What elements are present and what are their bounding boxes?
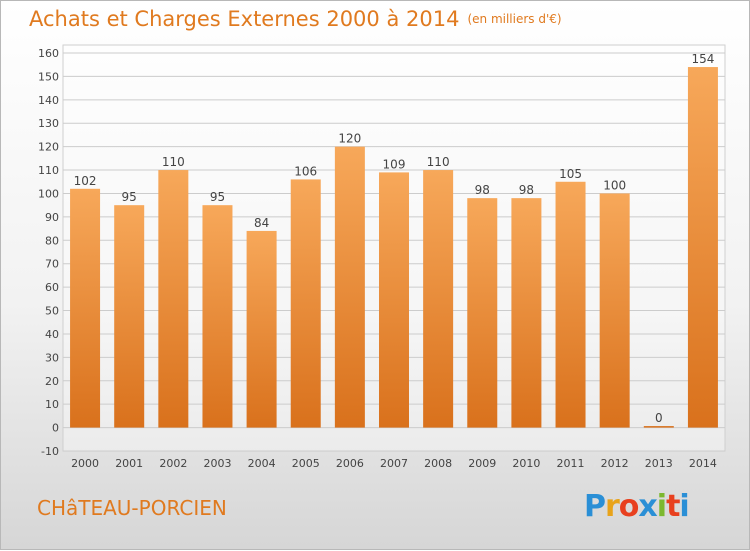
- y-tick-label: 10: [45, 398, 59, 411]
- y-tick-label: 160: [38, 47, 59, 60]
- y-tick-label: 60: [45, 281, 59, 294]
- y-tick-label: 20: [45, 375, 59, 388]
- y-tick-label: 30: [45, 351, 59, 364]
- x-tick-label: 2003: [203, 457, 231, 470]
- logo-letter: P: [584, 489, 606, 524]
- data-label: 98: [519, 183, 534, 197]
- data-label: 98: [475, 183, 490, 197]
- bar: [114, 205, 145, 428]
- logo-letter: o: [618, 489, 640, 524]
- y-tick-label: 110: [38, 164, 59, 177]
- y-tick-label: 150: [38, 70, 59, 83]
- y-tick-label: 100: [38, 187, 59, 200]
- x-tick-label: 2005: [292, 457, 320, 470]
- x-tick-label: 2002: [159, 457, 187, 470]
- data-label: 110: [162, 155, 185, 169]
- x-tick-label: 2004: [248, 457, 276, 470]
- data-label: 102: [74, 174, 97, 188]
- y-tick-label: 70: [45, 258, 59, 271]
- data-label: 100: [603, 178, 626, 192]
- x-tick-label: 2008: [424, 457, 452, 470]
- logo-letter: t: [666, 489, 680, 524]
- chart-title-text: Achats et Charges Externes 2000 à 2014: [29, 7, 460, 31]
- logo-letter: i: [679, 489, 689, 524]
- y-tick-label: 80: [45, 234, 59, 247]
- data-label: 120: [338, 132, 361, 146]
- bar: [643, 426, 674, 428]
- data-label: 95: [122, 190, 137, 204]
- y-tick-label: 120: [38, 141, 59, 154]
- bar: [511, 198, 542, 428]
- data-label: 105: [559, 167, 582, 181]
- bar: [687, 67, 718, 428]
- logo-letter: i: [656, 489, 667, 524]
- y-tick-label: 90: [45, 211, 59, 224]
- bars: [70, 67, 718, 428]
- data-labels: 102 95 110 95 84 106 120 109 110 98 98 105 100 0 154: [74, 52, 715, 425]
- y-tick-label: 140: [38, 94, 59, 107]
- data-label: 154: [691, 52, 714, 66]
- data-label: 110: [427, 155, 450, 169]
- x-tick-label: 2014: [689, 457, 717, 470]
- data-label: 84: [254, 216, 269, 230]
- x-tick-label: 2011: [557, 457, 585, 470]
- y-tick-label: 0: [52, 422, 59, 435]
- bar: [70, 188, 101, 428]
- chart-subtitle: (en milliers d'€): [467, 12, 562, 26]
- x-tick-label: 2013: [645, 457, 673, 470]
- x-tick-label: 2012: [601, 457, 629, 470]
- data-label: 0: [655, 411, 663, 425]
- bar: [158, 170, 189, 428]
- bar: [290, 179, 321, 428]
- y-tick-label: 50: [45, 305, 59, 318]
- proxiti-logo: Proxiti: [584, 489, 690, 524]
- x-tick-label: 2007: [380, 457, 408, 470]
- bar: [555, 181, 586, 428]
- bar: [379, 172, 409, 428]
- x-axis: 2000 2001 2002 2003 2004 2005 2006 2007 2008 2009…: [71, 457, 717, 470]
- city-name: CHâTEAU-PORCIEN: [37, 496, 227, 520]
- y-axis: -10 0 10 20 30 40 50 60 70 80 90 100 110 120 130 140 150…: [38, 47, 59, 458]
- x-tick-label: 2010: [512, 457, 540, 470]
- logo-letter: x: [638, 489, 657, 524]
- y-tick-label: 40: [45, 328, 59, 341]
- bar: [467, 198, 498, 428]
- x-tick-label: 2009: [468, 457, 496, 470]
- data-label: 106: [294, 164, 317, 178]
- y-tick-label: -10: [41, 445, 59, 458]
- bar: [599, 193, 630, 428]
- bar: [423, 170, 454, 428]
- x-tick-label: 2006: [336, 457, 364, 470]
- x-tick-label: 2001: [115, 457, 143, 470]
- bar: [246, 230, 277, 428]
- data-label: 109: [383, 157, 406, 171]
- bar: [202, 205, 233, 428]
- y-tick-label: 130: [38, 117, 59, 130]
- x-tick-label: 2000: [71, 457, 99, 470]
- logo-letter: r: [605, 489, 620, 524]
- bar: [334, 146, 365, 428]
- data-label: 95: [210, 190, 225, 204]
- chart-title: Achats et Charges Externes 2000 à 2014 (e…: [29, 7, 562, 31]
